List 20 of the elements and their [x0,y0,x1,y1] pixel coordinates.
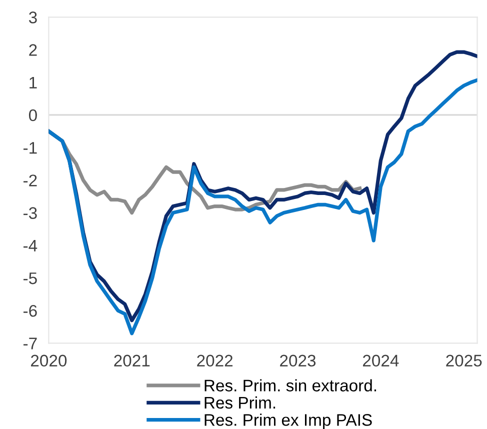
legend-label: Res. Prim. sin extraord. [204,379,376,392]
x-tick-label: 2024 [362,354,399,367]
y-tick-label: -7 [24,338,37,350]
x-tick-label: 2021 [114,354,150,367]
y-tick-label: 3 [28,12,37,24]
legend-label: Res. Prim ex Imp PAIS [204,414,372,429]
y-tick-label: -5 [24,272,37,284]
x-tick-label: 2022 [197,354,233,367]
x-tick-label: 2020 [31,354,67,367]
y-tick-label: 2 [29,44,37,56]
y-tick-label: 1 [30,76,37,88]
x-tick-label: 2025 [446,354,482,367]
y-tick-label: -4 [24,240,38,252]
y-tick-label: -3 [24,207,37,219]
y-tick-label: -6 [24,304,37,317]
y-tick-label: -1 [24,142,37,154]
x-tick-label: 2023 [280,354,316,367]
y-tick-label: 0 [28,109,37,122]
legend-label: Res Prim. [204,396,276,409]
y-tick-label: -2 [24,174,37,186]
